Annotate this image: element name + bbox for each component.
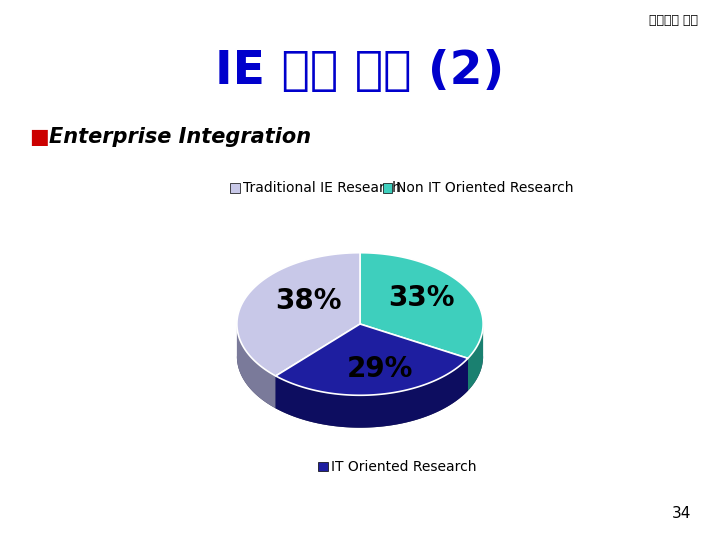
Polygon shape: [276, 359, 468, 428]
Polygon shape: [276, 324, 468, 395]
Text: 산업공학 개론: 산업공학 개론: [649, 14, 698, 26]
Text: 33%: 33%: [388, 284, 455, 312]
Bar: [383, 183, 392, 193]
Polygon shape: [237, 356, 483, 428]
Bar: [318, 462, 328, 471]
Polygon shape: [468, 324, 483, 391]
Polygon shape: [237, 324, 276, 408]
Text: IT Oriented Research: IT Oriented Research: [331, 460, 477, 474]
Text: Non IT Oriented Research: Non IT Oriented Research: [396, 181, 573, 195]
Polygon shape: [360, 324, 468, 391]
Polygon shape: [360, 324, 468, 391]
Text: Traditional IE Research: Traditional IE Research: [243, 181, 401, 195]
Bar: [230, 183, 240, 193]
Text: 29%: 29%: [346, 355, 413, 383]
Text: ■: ■: [29, 127, 48, 147]
Polygon shape: [276, 324, 360, 408]
Polygon shape: [276, 324, 360, 408]
Polygon shape: [237, 253, 360, 376]
Polygon shape: [360, 253, 483, 359]
Text: IE 연구 추세 (2): IE 연구 추세 (2): [215, 49, 505, 93]
Text: Enterprise Integration: Enterprise Integration: [49, 127, 311, 147]
Text: 38%: 38%: [275, 287, 341, 315]
Text: 34: 34: [672, 506, 691, 521]
